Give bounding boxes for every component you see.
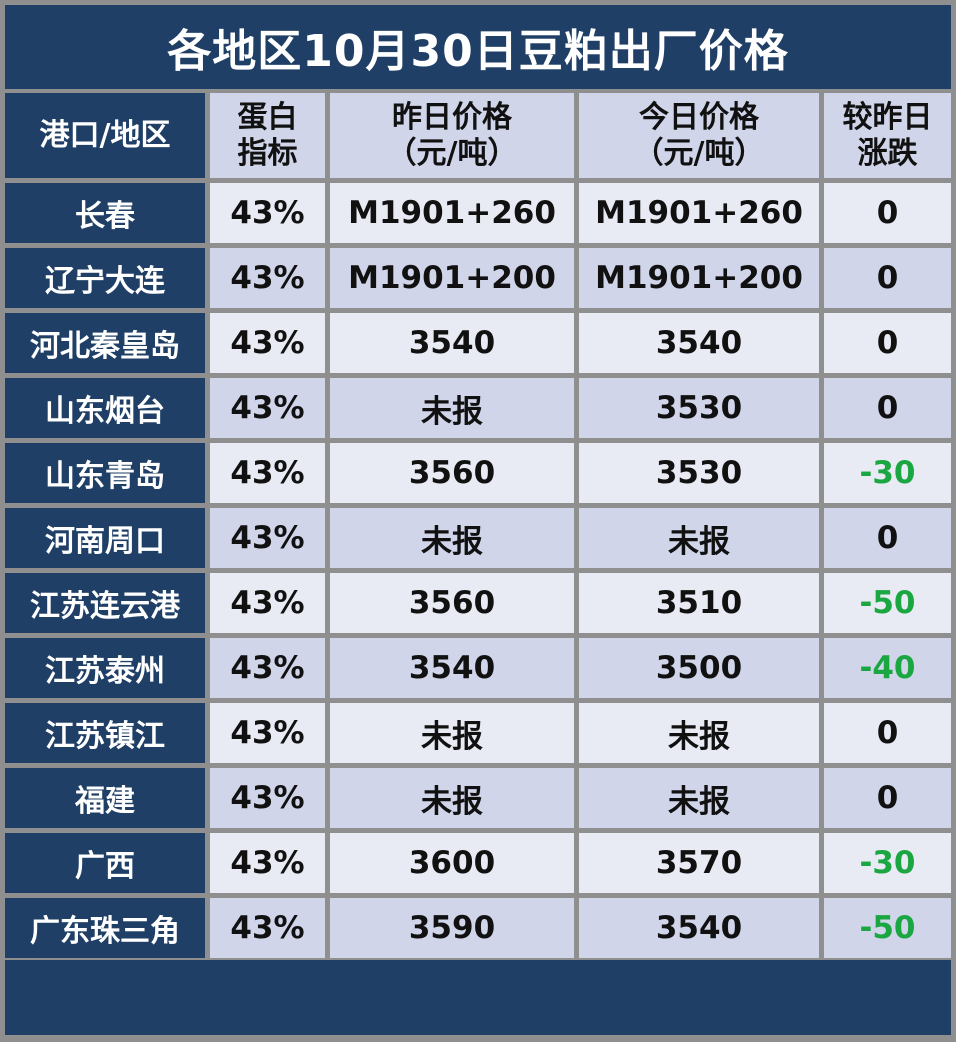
today-price-cell: 3530 — [579, 378, 819, 438]
region-cell: 江苏镇江 — [5, 703, 205, 763]
change-cell: 0 — [824, 508, 951, 568]
change-cell: -40 — [824, 638, 951, 698]
price-table: 港口/地区 蛋白 指标 昨日价格 （元/吨） 今日价格 （元/吨） 较昨日 涨跌 — [0, 88, 956, 963]
yesterday-price-cell: 未报 — [330, 703, 574, 763]
region-cell: 江苏连云港 — [5, 573, 205, 633]
today-price-cell: 未报 — [579, 703, 819, 763]
yesterday-price-cell: 3540 — [330, 638, 574, 698]
table-row: 江苏泰州 43% 3540 3500 -40 — [5, 638, 951, 698]
protein-cell: 43% — [210, 183, 325, 243]
today-price-cell: M1901+260 — [579, 183, 819, 243]
change-cell: 0 — [824, 703, 951, 763]
page-title: 各地区10月30日豆粕出厂价格 — [5, 5, 951, 89]
column-header-region: 港口/地区 — [5, 93, 205, 178]
region-cell: 长春 — [5, 183, 205, 243]
table-row: 长春 43% M1901+260 M1901+260 0 — [5, 183, 951, 243]
today-price-cell: 3540 — [579, 898, 819, 958]
protein-cell: 43% — [210, 248, 325, 308]
yesterday-price-cell: 3600 — [330, 833, 574, 893]
yesterday-price-cell: M1901+260 — [330, 183, 574, 243]
today-price-cell: M1901+200 — [579, 248, 819, 308]
change-cell: 0 — [824, 248, 951, 308]
table-row: 河北秦皇岛 43% 3540 3540 0 — [5, 313, 951, 373]
region-cell: 山东烟台 — [5, 378, 205, 438]
protein-cell: 43% — [210, 638, 325, 698]
protein-cell: 43% — [210, 898, 325, 958]
today-price-cell: 未报 — [579, 508, 819, 568]
protein-cell: 43% — [210, 443, 325, 503]
column-header-change: 较昨日 涨跌 — [824, 93, 951, 178]
region-cell: 广西 — [5, 833, 205, 893]
table-row: 辽宁大连 43% M1901+200 M1901+200 0 — [5, 248, 951, 308]
today-price-cell: 3500 — [579, 638, 819, 698]
yesterday-price-cell: 未报 — [330, 768, 574, 828]
protein-cell: 43% — [210, 313, 325, 373]
region-cell: 江苏泰州 — [5, 638, 205, 698]
yesterday-price-cell: 未报 — [330, 508, 574, 568]
table-row: 福建 43% 未报 未报 0 — [5, 768, 951, 828]
change-cell: 0 — [824, 378, 951, 438]
today-price-cell: 3540 — [579, 313, 819, 373]
footer-bar — [5, 960, 951, 1035]
change-cell: -50 — [824, 573, 951, 633]
region-cell: 河北秦皇岛 — [5, 313, 205, 373]
change-cell: -30 — [824, 833, 951, 893]
table-header-row: 港口/地区 蛋白 指标 昨日价格 （元/吨） 今日价格 （元/吨） 较昨日 涨跌 — [5, 93, 951, 178]
yesterday-price-cell: 未报 — [330, 378, 574, 438]
column-header-today-price: 今日价格 （元/吨） — [579, 93, 819, 178]
table-row: 广西 43% 3600 3570 -30 — [5, 833, 951, 893]
yesterday-price-cell: 3540 — [330, 313, 574, 373]
protein-cell: 43% — [210, 573, 325, 633]
region-cell: 河南周口 — [5, 508, 205, 568]
change-cell: 0 — [824, 183, 951, 243]
protein-cell: 43% — [210, 768, 325, 828]
change-cell: 0 — [824, 313, 951, 373]
protein-cell: 43% — [210, 703, 325, 763]
table-row: 江苏连云港 43% 3560 3510 -50 — [5, 573, 951, 633]
today-price-cell: 未报 — [579, 768, 819, 828]
yesterday-price-cell: 3560 — [330, 443, 574, 503]
protein-cell: 43% — [210, 508, 325, 568]
protein-cell: 43% — [210, 833, 325, 893]
region-cell: 福建 — [5, 768, 205, 828]
table-row: 广东珠三角 43% 3590 3540 -50 — [5, 898, 951, 958]
today-price-cell: 3530 — [579, 443, 819, 503]
column-header-yesterday-price: 昨日价格 （元/吨） — [330, 93, 574, 178]
column-header-protein: 蛋白 指标 — [210, 93, 325, 178]
change-cell: -30 — [824, 443, 951, 503]
today-price-cell: 3570 — [579, 833, 819, 893]
protein-cell: 43% — [210, 378, 325, 438]
change-cell: 0 — [824, 768, 951, 828]
yesterday-price-cell: 3560 — [330, 573, 574, 633]
yesterday-price-cell: 3590 — [330, 898, 574, 958]
table-row: 山东青岛 43% 3560 3530 -30 — [5, 443, 951, 503]
table-body: 长春 43% M1901+260 M1901+260 0 辽宁大连 43% M1901+200… — [5, 183, 951, 958]
today-price-cell: 3510 — [579, 573, 819, 633]
change-cell: -50 — [824, 898, 951, 958]
region-cell: 辽宁大连 — [5, 248, 205, 308]
table-row: 江苏镇江 43% 未报 未报 0 — [5, 703, 951, 763]
region-cell: 山东青岛 — [5, 443, 205, 503]
region-cell: 广东珠三角 — [5, 898, 205, 958]
yesterday-price-cell: M1901+200 — [330, 248, 574, 308]
table-row: 河南周口 43% 未报 未报 0 — [5, 508, 951, 568]
price-table-frame: 各地区10月30日豆粕出厂价格 港口/地区 蛋白 指标 昨日价格 （元/吨） — [5, 5, 951, 1037]
table-row: 山东烟台 43% 未报 3530 0 — [5, 378, 951, 438]
